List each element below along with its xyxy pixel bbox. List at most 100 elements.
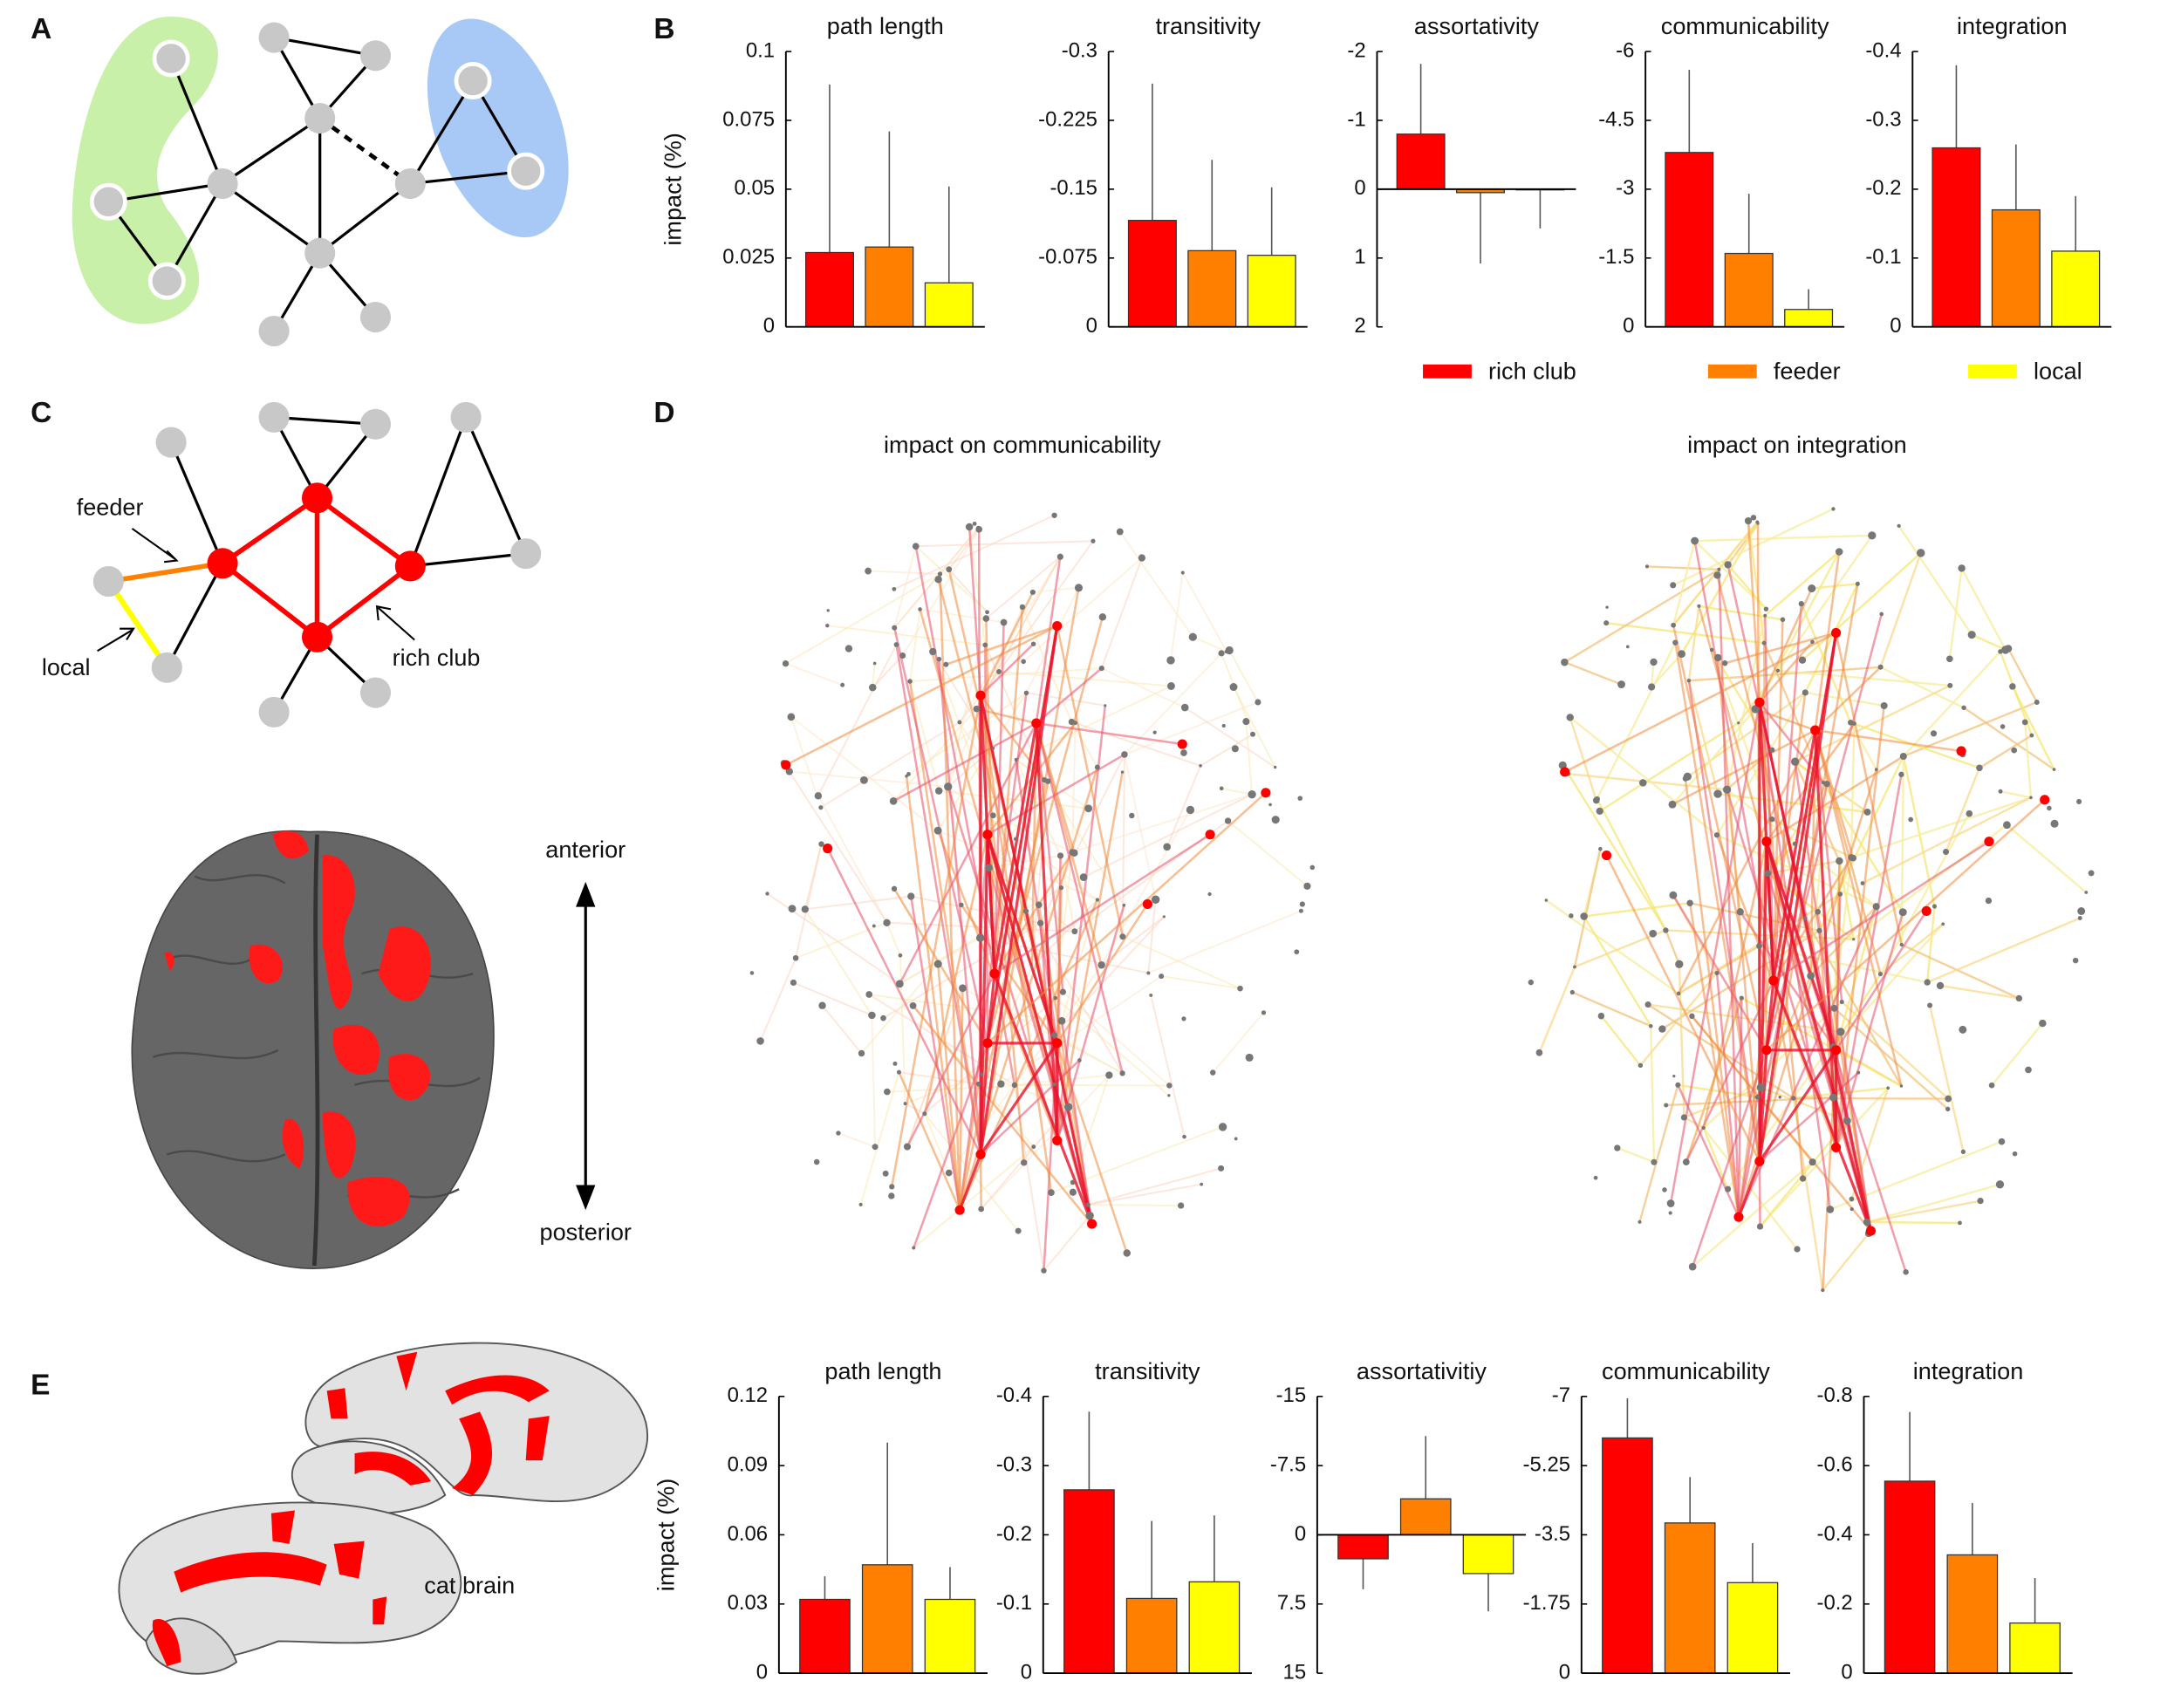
network-node	[1178, 1202, 1185, 1209]
network-edge	[1606, 621, 1765, 645]
bar	[1127, 220, 1177, 328]
network-edge	[1726, 789, 1877, 908]
network-edge	[1772, 729, 1817, 981]
hub-node	[1761, 1045, 1772, 1056]
network-node	[1167, 1094, 1171, 1097]
network-edge	[1035, 667, 1103, 725]
network-edge	[1849, 723, 1856, 857]
network-node	[2000, 724, 2006, 729]
network-edge	[1835, 910, 1928, 1051]
network-edge	[994, 833, 1211, 975]
network-node	[899, 652, 906, 659]
y-tick-label: -1.75	[1523, 1591, 1570, 1615]
network-edge	[1035, 557, 1062, 724]
network-edge	[1737, 998, 1743, 1218]
hub-node	[975, 1149, 986, 1159]
network-node	[2034, 699, 2040, 705]
network-edge	[1687, 605, 1700, 681]
network-node	[1218, 1123, 1227, 1131]
network-node	[1775, 668, 1781, 673]
network-node	[1672, 639, 1678, 646]
network-edge	[1814, 551, 1841, 731]
network-node	[895, 980, 904, 988]
network-node	[1714, 970, 1720, 976]
network-node	[1830, 1004, 1838, 1012]
network-edge	[893, 514, 1055, 591]
y-tick-label: -1	[1347, 107, 1365, 131]
bar	[1884, 1480, 1936, 1674]
network-node	[1037, 919, 1044, 926]
network-edge	[804, 908, 873, 1016]
network-node	[1000, 618, 1008, 626]
y-axis-label: impact (%)	[659, 133, 686, 245]
network-node	[1120, 770, 1125, 774]
y-tick-label: -0.6	[1817, 1452, 1853, 1476]
network-node	[1146, 971, 1151, 975]
network-edge	[1809, 730, 1816, 976]
network-node	[973, 705, 981, 713]
network-node	[1941, 922, 1945, 926]
network-edge	[1181, 572, 1227, 652]
panel-letter: A	[31, 13, 51, 45]
y-tick-label: -4.5	[1598, 107, 1634, 131]
network-edge	[1902, 651, 2001, 757]
network-edge	[893, 627, 989, 1044]
network-node	[1945, 1095, 1952, 1103]
y-tick-label: 0	[763, 314, 775, 338]
network-node	[1961, 705, 1966, 710]
network-node	[1680, 1114, 1688, 1121]
network-node	[1079, 873, 1088, 881]
network-edge	[909, 667, 1102, 683]
y-tick-label: -0.2	[996, 1522, 1032, 1546]
y-tick-label: 0.03	[728, 1591, 769, 1615]
bar	[865, 246, 914, 328]
network-edge	[975, 556, 1062, 710]
y-tick-label: -0.3	[996, 1452, 1032, 1476]
network-node	[749, 971, 755, 975]
bar	[1063, 1489, 1115, 1674]
legend-swatch	[1423, 364, 1472, 379]
network-node	[1764, 870, 1772, 878]
network-edge	[987, 753, 1125, 836]
network-node	[1053, 995, 1058, 1001]
network-node	[1048, 1189, 1055, 1196]
chart-title: integration	[1913, 1357, 2024, 1384]
network-edge	[1583, 915, 1652, 1027]
network-node	[859, 775, 868, 784]
y-tick-label: -0.2	[1817, 1591, 1853, 1615]
network-node	[1199, 763, 1202, 768]
network-edge	[1765, 841, 1775, 981]
y-tick-label: -0.225	[1038, 107, 1097, 131]
network-edge	[1758, 701, 1873, 1232]
network-edge	[892, 722, 1037, 803]
network-node	[865, 567, 872, 575]
network-node	[1094, 764, 1100, 770]
network-edge	[1766, 798, 2046, 1051]
network-node	[912, 543, 920, 550]
brain-top-view	[131, 830, 495, 1269]
network-node	[1261, 1010, 1267, 1015]
network-node	[1180, 749, 1187, 756]
network-node	[1011, 1082, 1018, 1089]
panel-letter: D	[653, 397, 674, 429]
legend-swatch	[1707, 364, 1757, 379]
network-edge	[885, 922, 901, 956]
network-edge	[1715, 973, 1740, 1218]
annotation: anterior	[545, 836, 626, 863]
network-node	[1566, 714, 1574, 721]
map-title: impact on communicability	[884, 431, 1161, 458]
network-node	[1250, 731, 1256, 737]
network-edge	[979, 694, 1094, 1225]
y-tick-label: 0.12	[728, 1383, 769, 1407]
network-node	[2047, 805, 2052, 811]
network-node	[1688, 1262, 1697, 1271]
network-node	[883, 919, 891, 926]
network-node	[1917, 549, 1925, 557]
network-node	[1689, 1013, 1695, 1020]
network-node	[1309, 864, 1316, 871]
network-edge	[817, 644, 898, 798]
y-tick-label: 0	[756, 1660, 768, 1684]
y-tick-label: 0.025	[722, 245, 775, 269]
network-node	[1808, 584, 1816, 593]
network-node	[1029, 589, 1036, 596]
